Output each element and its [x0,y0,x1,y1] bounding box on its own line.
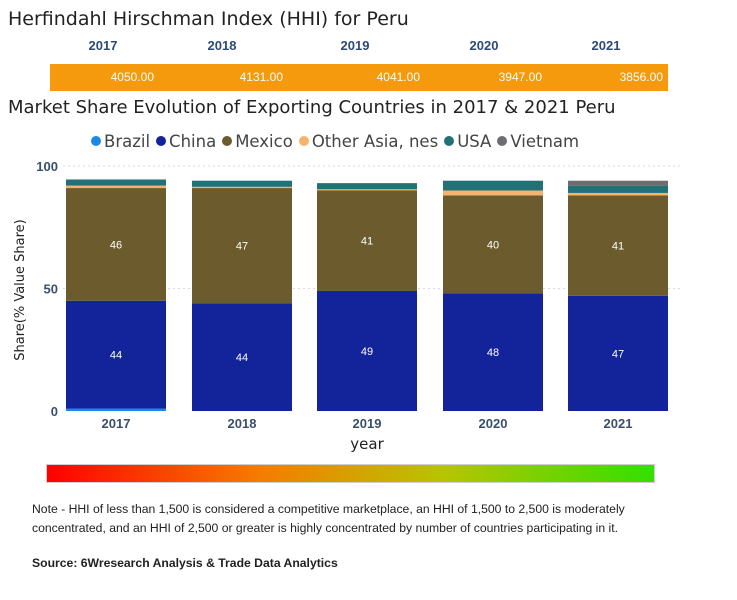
hhi-value: 4131.00 [239,70,283,84]
hhi-value: 4050.00 [110,70,154,84]
data-label: 47 [236,241,248,253]
hhi-year-label: 2018 [207,38,237,53]
x-tick-label: 2019 [353,416,382,431]
legend-marker [298,136,309,146]
bar-segment-usa [568,185,668,193]
x-tick-label: 2018 [228,416,257,431]
data-label: 48 [487,347,499,359]
hhi-value: 4041.00 [376,70,420,84]
bar-segment-mexico [192,188,292,304]
hhi-value: 3856.00 [619,70,663,84]
bar-segment-other-asia-nes [66,185,166,189]
legend-label: China [169,131,217,151]
x-tick-label: 2017 [102,416,131,431]
data-label: 40 [487,239,499,251]
hhi-year-label: 2019 [340,38,370,53]
y-tick-label: 100 [36,159,58,174]
legend-marker [444,136,455,146]
hhi-color-scale [46,464,655,483]
legend-label: Mexico [235,131,293,151]
bar-segment-usa [192,180,292,187]
legend-item-mexico[interactable]: Mexico [222,132,293,151]
data-label: 41 [361,236,373,248]
bar-segment-mexico [66,188,166,301]
data-label: 46 [110,239,122,251]
bar-segment-china [568,295,668,411]
bar-segment-brazil [66,408,166,411]
legend-marker [222,136,233,146]
bar-segment-other-asia-nes [317,189,417,191]
hhi-note: Note - HHI of less than 1,500 is conside… [32,502,625,535]
legend-label: Vietnam [510,131,580,151]
legend-marker [497,136,508,146]
data-label: 49 [361,346,373,358]
y-tick-label: 50 [44,282,58,297]
bar-segment-mexico [568,195,668,296]
legend-marker [91,136,101,146]
hhi-value: 3947.00 [498,70,542,84]
legend-label: Other Asia, nes [311,131,439,151]
bar-segment-mexico [443,195,543,294]
hhi-year-label: 2017 [88,38,118,53]
bar-segment-usa [443,180,543,191]
bar-segment-usa [66,179,166,186]
hhi-year-label: 2021 [591,38,621,53]
stacked-bar-chart: 0 50 100 44 46 2017 44 47 2018 49 41 2019 48 40 2020 47… [13,159,680,453]
bar-segment-china [66,300,166,409]
bar-segment-usa [317,183,417,190]
x-axis-title: year [350,435,384,453]
x-tick-label: 2020 [479,416,508,431]
legend-label: Brazil [104,131,151,151]
hhi-year-label: 2020 [469,38,499,53]
bar-segment-other-asia-nes [192,186,292,189]
legend-item-vietnam[interactable]: Vietnam [497,132,579,151]
bar-segment-vietnam [568,180,668,186]
bar-segment-other-asia-nes [443,190,543,196]
legend-item-brazil[interactable]: Brazil [91,132,150,151]
hhi-value-bar [50,64,668,91]
y-tick-label: 0 [51,404,58,419]
bar-segment-mexico [317,190,417,291]
legend-item-china[interactable]: China [156,132,216,151]
data-label: 44 [110,350,122,362]
bar-segment-other-asia-nes [568,192,668,196]
bar-segment-china [192,303,292,411]
chart-legend: Brazil China Mexico Other Asia, nes USA Vietn… [91,130,585,152]
y-axis-title: Share(% Value Share) [13,219,28,361]
legend-item-usa[interactable]: USA [444,132,491,151]
chart-title: Market Share Evolution of Exporting Coun… [8,97,616,118]
hhi-title: Herfindahl Hirschman Index (HHI) for Per… [8,8,409,30]
bar-segment-china [317,290,417,411]
data-label: 41 [612,241,624,253]
bar-segment-china [443,293,543,411]
legend-label: USA [457,131,492,151]
source-credit: Source: 6Wresearch Analysis & Trade Data… [32,556,338,570]
legend-item-other-asia-nes[interactable]: Other Asia, nes [298,131,439,151]
legend-marker [156,136,167,146]
data-label: 47 [612,348,624,360]
data-label: 44 [236,352,248,364]
x-tick-label: 2021 [604,416,633,431]
